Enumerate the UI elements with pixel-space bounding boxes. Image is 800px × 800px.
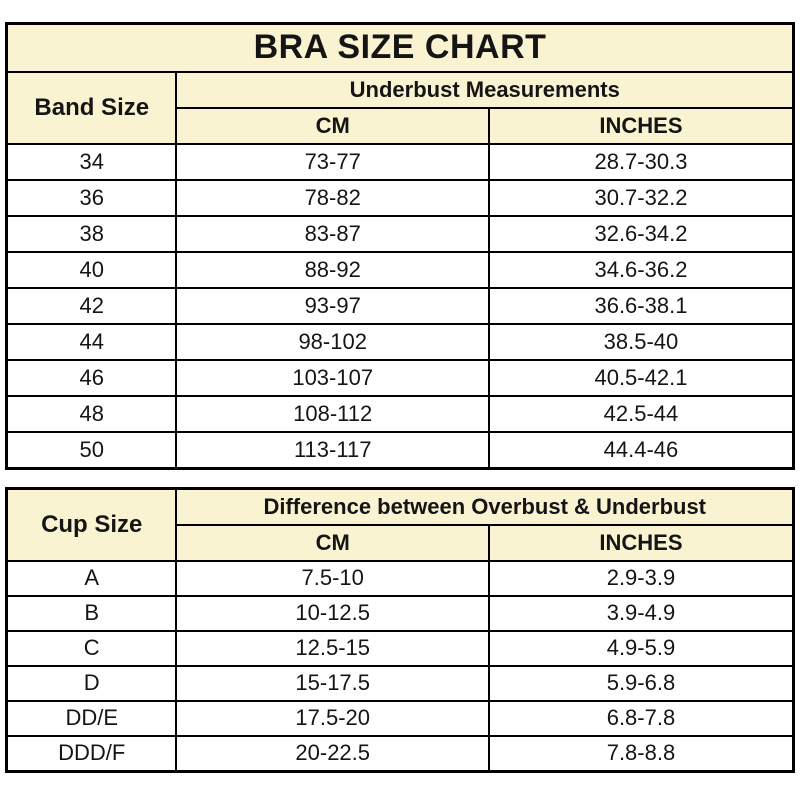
band-size-header: Band Size [5,71,178,145]
chart-title: BRA SIZE CHART [5,22,795,73]
cup-cm-value: 10-12.5 [175,595,490,632]
cup-table-row: C 12.5-15 4.9-5.9 [5,630,795,667]
band-table-row: 34 73-77 28.7-30.3 [5,143,795,181]
cup-inches-value: 7.8-8.8 [487,735,795,773]
cup-size-value: C [5,630,178,667]
cup-inches-value: 4.9-5.9 [487,630,795,667]
cup-cm-value: 12.5-15 [175,630,490,667]
band-cm-value: 88-92 [175,251,490,289]
band-cm-value: 73-77 [175,143,490,181]
cup-table-row: B 10-12.5 3.9-4.9 [5,595,795,632]
band-inches-header: INCHES [487,107,795,145]
band-cm-value: 108-112 [175,395,490,433]
cup-group-header-row: Cup Size Difference between Overbust & U… [5,487,795,562]
band-table-row: 48 108-112 42.5-44 [5,395,795,433]
cup-size-header: Cup Size [5,487,178,562]
band-size-value: 44 [5,323,178,361]
band-inches-value: 36.6-38.1 [487,287,795,325]
band-unit-header-row: CM INCHES [7,107,795,145]
band-inches-value: 38.5-40 [487,323,795,361]
cup-inches-header: INCHES [487,524,795,562]
band-size-value: 40 [5,251,178,289]
band-size-value: 38 [5,215,178,253]
cup-table-row: A 7.5-10 2.9-3.9 [5,560,795,597]
chart-title-row: BRA SIZE CHART [5,22,795,73]
cup-inches-value: 5.9-6.8 [487,665,795,702]
band-table-row: 50 113-117 44.4-46 [5,431,795,470]
cup-size-value: B [5,595,178,632]
band-inches-value: 30.7-32.2 [487,179,795,217]
band-inches-value: 40.5-42.1 [487,359,795,397]
band-group-header-row: Band Size Underbust Measurements [5,71,795,145]
cup-size-table: Cup Size Difference between Overbust & U… [5,487,795,773]
cup-unit-header-row: CM INCHES [7,524,795,562]
band-table-row: 42 93-97 36.6-38.1 [5,287,795,325]
cup-size-value: D [5,665,178,702]
band-size-value: 42 [5,287,178,325]
band-size-value: 36 [5,179,178,217]
band-cm-header: CM [175,107,490,145]
cup-table-row: D 15-17.5 5.9-6.8 [5,665,795,702]
band-size-value: 48 [5,395,178,433]
band-cm-value: 83-87 [175,215,490,253]
cup-inches-value: 2.9-3.9 [487,560,795,597]
cup-cm-value: 17.5-20 [175,700,490,737]
cup-cm-value: 15-17.5 [175,665,490,702]
band-table-row: 46 103-107 40.5-42.1 [5,359,795,397]
cup-size-value: A [5,560,178,597]
underbust-measurements-header: Underbust Measurements [175,71,795,109]
band-cm-value: 78-82 [175,179,490,217]
band-size-value: 46 [5,359,178,397]
band-inches-value: 42.5-44 [487,395,795,433]
cup-table-row: DDD/F 20-22.5 7.8-8.8 [5,735,795,773]
band-cm-value: 113-117 [175,431,490,470]
cup-cm-value: 20-22.5 [175,735,490,773]
band-table-row: 36 78-82 30.7-32.2 [5,179,795,217]
band-table-row: 38 83-87 32.6-34.2 [5,215,795,253]
band-inches-value: 32.6-34.2 [487,215,795,253]
band-inches-value: 44.4-46 [487,431,795,470]
band-table-row: 44 98-102 38.5-40 [5,323,795,361]
band-inches-value: 34.6-36.2 [487,251,795,289]
band-table-row: 40 88-92 34.6-36.2 [5,251,795,289]
cup-cm-value: 7.5-10 [175,560,490,597]
band-cm-value: 103-107 [175,359,490,397]
cup-inches-value: 6.8-7.8 [487,700,795,737]
cup-table-row: DD/E 17.5-20 6.8-7.8 [5,700,795,737]
cup-size-value: DDD/F [5,735,178,773]
cup-size-value: DD/E [5,700,178,737]
band-size-value: 34 [5,143,178,181]
band-cm-value: 93-97 [175,287,490,325]
band-cm-value: 98-102 [175,323,490,361]
chart-container: BRA SIZE CHART Band Size Underbust Measu… [5,22,795,773]
band-inches-value: 28.7-30.3 [487,143,795,181]
band-size-table: BRA SIZE CHART Band Size Underbust Measu… [5,22,795,470]
difference-overbust-underbust-header: Difference between Overbust & Underbust [175,487,795,526]
cup-cm-header: CM [175,524,490,562]
cup-inches-value: 3.9-4.9 [487,595,795,632]
band-size-value: 50 [5,431,178,470]
